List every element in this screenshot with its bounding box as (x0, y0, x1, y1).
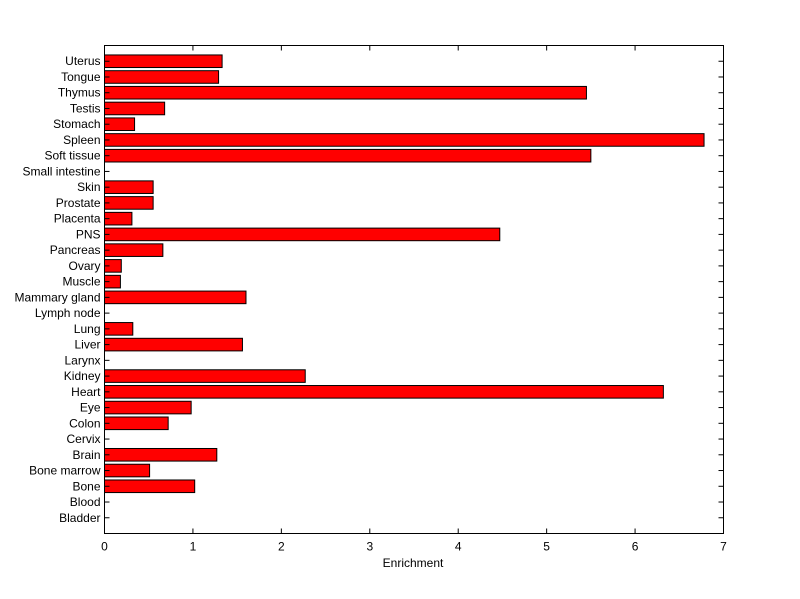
x-tick-label: 1 (190, 540, 197, 554)
bar-soft-tissue (104, 148, 592, 163)
y-tick-label: Thymus (58, 86, 101, 100)
bar-tongue (104, 70, 220, 84)
y-tick-label: Lung (74, 322, 101, 336)
y-tick-label: Small intestine (22, 164, 100, 178)
y-tick-label: Heart (71, 385, 101, 399)
x-tick-label: 4 (455, 540, 462, 554)
x-tick-label: 0 (101, 540, 108, 554)
bar-brain (104, 447, 218, 462)
x-tick-label: 5 (543, 540, 550, 554)
bar-eye (104, 400, 192, 415)
y-tick-label: Colon (69, 416, 100, 430)
bar-mammary-gland (104, 290, 247, 305)
bar-thymus (104, 85, 587, 100)
y-tick-label: Muscle (62, 275, 100, 289)
y-tick-label: Larynx (64, 353, 100, 367)
bar-liver (104, 337, 243, 352)
bar-bone (104, 479, 196, 494)
y-tick-label: Blood (70, 495, 101, 509)
bar-uterus (104, 54, 223, 69)
x-tick-label: 6 (632, 540, 639, 554)
y-tick-label: Mammary gland (14, 290, 100, 304)
bar-colon (104, 416, 169, 431)
y-tick-label: Ovary (68, 259, 100, 273)
y-tick-label: Stomach (53, 117, 100, 131)
y-tick-label: Placenta (54, 212, 101, 226)
x-tick-label: 3 (366, 540, 373, 554)
y-tick-label: Eye (80, 401, 101, 415)
bar-testis (104, 101, 166, 116)
y-tick-label: Spleen (63, 133, 100, 147)
y-tick-label: Skin (77, 180, 100, 194)
bar-heart (104, 385, 664, 399)
bar-spleen (104, 133, 705, 147)
bar-prostate (104, 196, 154, 210)
bar-skin (104, 180, 154, 194)
bar-pancreas (104, 243, 164, 257)
bar-kidney (104, 369, 306, 383)
y-tick-label: Soft tissue (44, 149, 100, 163)
bar-bone-marrow (104, 463, 151, 478)
y-tick-label: Bone (72, 479, 100, 493)
y-tick-label: Prostate (56, 196, 101, 210)
x-axis-label: Enrichment (383, 556, 444, 570)
y-tick-label: Lymph node (35, 306, 101, 320)
y-tick-label: Uterus (65, 54, 100, 68)
bar-pns (104, 227, 501, 242)
y-tick-label: Bone marrow (29, 464, 101, 478)
x-tick-label: 2 (278, 540, 285, 554)
y-tick-label: Brain (72, 448, 100, 462)
y-tick-label: Liver (74, 338, 100, 352)
x-tick-label: 7 (720, 540, 727, 554)
y-tick-label: Tongue (61, 70, 101, 84)
y-tick-label: PNS (76, 227, 101, 241)
y-tick-label: Pancreas (50, 243, 101, 257)
y-tick-label: Cervix (66, 432, 100, 446)
y-tick-label: Testis (70, 101, 101, 115)
y-tick-label: Kidney (64, 369, 101, 383)
y-tick-label: Bladder (59, 511, 100, 525)
